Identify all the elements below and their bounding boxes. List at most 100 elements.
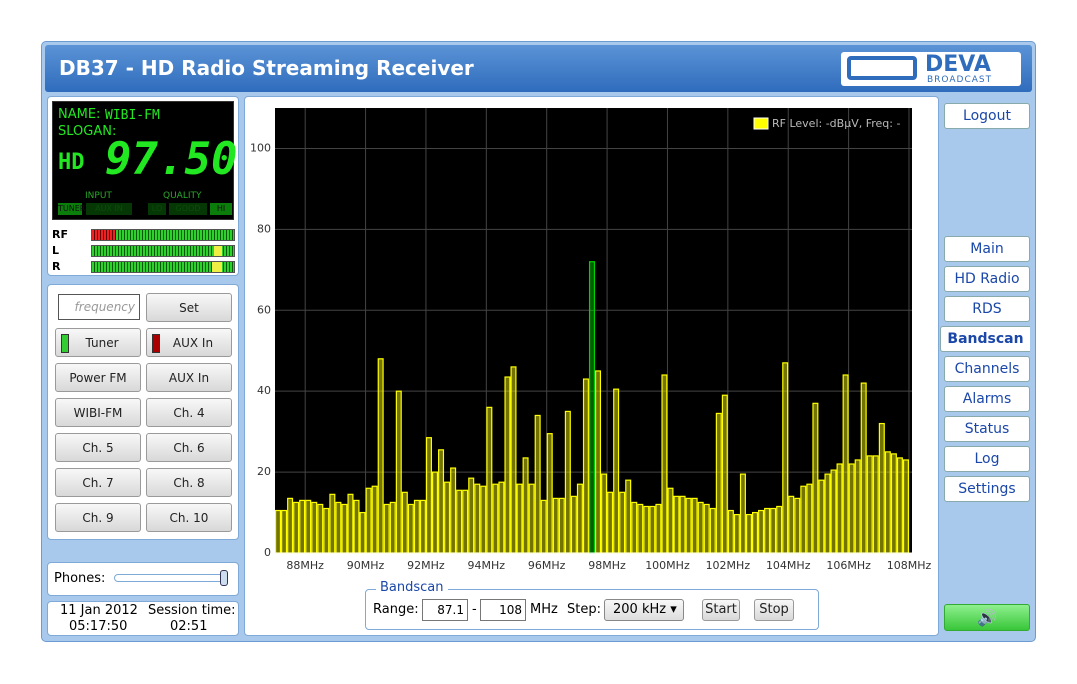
quality-option: GOOD [169,203,207,215]
bar [335,501,342,554]
y-tick-label: 40 [257,384,271,397]
hd-icon: HD [58,150,85,175]
bar [709,507,716,554]
control-button[interactable]: Tuner [55,328,141,357]
status-panel: 11 Jan 2012 05:17:50 Session time: 02:51 [47,601,239,636]
control-button[interactable]: Ch. 5 [55,433,141,462]
bar [818,479,825,554]
input-label: INPUT [85,191,112,201]
bar [552,497,559,554]
meter-label: RF [52,228,68,241]
bar [758,509,765,554]
step-select[interactable]: 200 kHz ▾ [604,599,684,621]
nav-item[interactable]: Log [944,446,1030,472]
bar [890,453,897,554]
bar [703,503,710,554]
lcd-options: TUNER AUX IN LO GOOD HI [58,203,232,215]
control-button[interactable]: Ch. 4 [146,398,232,427]
bar [462,489,469,554]
bar [359,511,366,554]
quality-option: LO [148,203,166,215]
bar [468,477,475,554]
meter-label: L [52,244,60,257]
bar [601,473,608,554]
control-button[interactable]: Ch. 10 [146,503,232,532]
bar [293,501,300,554]
control-button[interactable]: AUX In [146,328,232,357]
x-tick-label: 92MHz [407,559,445,572]
nav-item[interactable]: RDS [944,296,1030,322]
control-button[interactable]: Ch. 8 [146,468,232,497]
bandscan-box: Bandscan Range: 87.1 - 108 MHz Step: 200… [365,580,819,630]
range-label: Range: [373,602,419,617]
bar [848,463,855,554]
control-button[interactable]: AUX In [146,363,232,392]
x-tick-label: 94MHz [468,559,506,572]
bar [691,497,698,554]
nav-item[interactable]: Status [944,416,1030,442]
bar [510,366,517,554]
logout-button[interactable]: Logout [944,103,1030,129]
stop-button[interactable]: Stop [754,599,794,621]
range-to[interactable]: 108 [480,599,526,621]
meter-labels: RF L R [52,227,68,275]
bar [371,485,378,554]
nav-item[interactable]: Alarms [944,386,1030,412]
x-tick-label: 106MHz [826,559,871,572]
bar [438,449,445,554]
nav-item[interactable]: Channels [944,356,1030,382]
bar [824,473,831,554]
logo: DEVA BROADCAST [841,52,1021,86]
bar [842,374,849,554]
bar [806,483,813,554]
bar [751,511,759,554]
control-button[interactable]: Ch. 7 [55,468,141,497]
control-button[interactable]: Ch. 9 [55,503,141,532]
nav-item[interactable]: HD Radio [944,266,1030,292]
bar [540,499,547,554]
bar [504,376,511,554]
bar [365,487,372,554]
indicator [61,334,69,353]
bandscan-legend: Bandscan [376,580,448,595]
control-button[interactable]: WIBI-FM [55,398,141,427]
bar [564,410,571,554]
volume-slider[interactable] [114,574,228,582]
nav-item[interactable]: Main [944,236,1030,262]
bar [474,483,481,554]
speaker-button[interactable]: 🔊 [944,604,1030,631]
x-tick-label: 88MHz [286,559,324,572]
nav-item[interactable]: Settings [944,476,1030,502]
frequency-input[interactable]: frequency [58,294,140,320]
bar [812,402,819,554]
bar [353,499,360,554]
bar [287,497,294,554]
bar [389,501,396,554]
bar [685,497,692,554]
set-button[interactable]: Set [146,293,232,322]
range-from[interactable]: 87.1 [422,599,468,621]
control-button[interactable]: Ch. 6 [146,433,232,462]
logo-text: DEVA [925,52,991,77]
bar [613,388,620,554]
legend-label: RF Level: -dBµV, Freq: - [772,117,900,130]
y-tick-label: 80 [257,222,271,235]
input-option: TUNER [58,203,86,215]
control-button[interactable]: Power FM [55,363,141,392]
bar [655,503,662,554]
bar [576,483,583,554]
bar [425,437,432,554]
bar [884,451,891,554]
range-separator: - [472,602,477,617]
bar [721,394,728,554]
bar [649,505,656,554]
session-label: Session time: [148,603,236,618]
bar [776,505,783,554]
nav-item[interactable]: Bandscan [940,326,1030,352]
x-tick-label: 108MHz [887,559,932,572]
time: 05:17:50 [69,619,128,634]
volume-handle[interactable] [220,570,228,586]
session-time: 02:51 [170,619,208,634]
start-button[interactable]: Start [702,599,740,621]
